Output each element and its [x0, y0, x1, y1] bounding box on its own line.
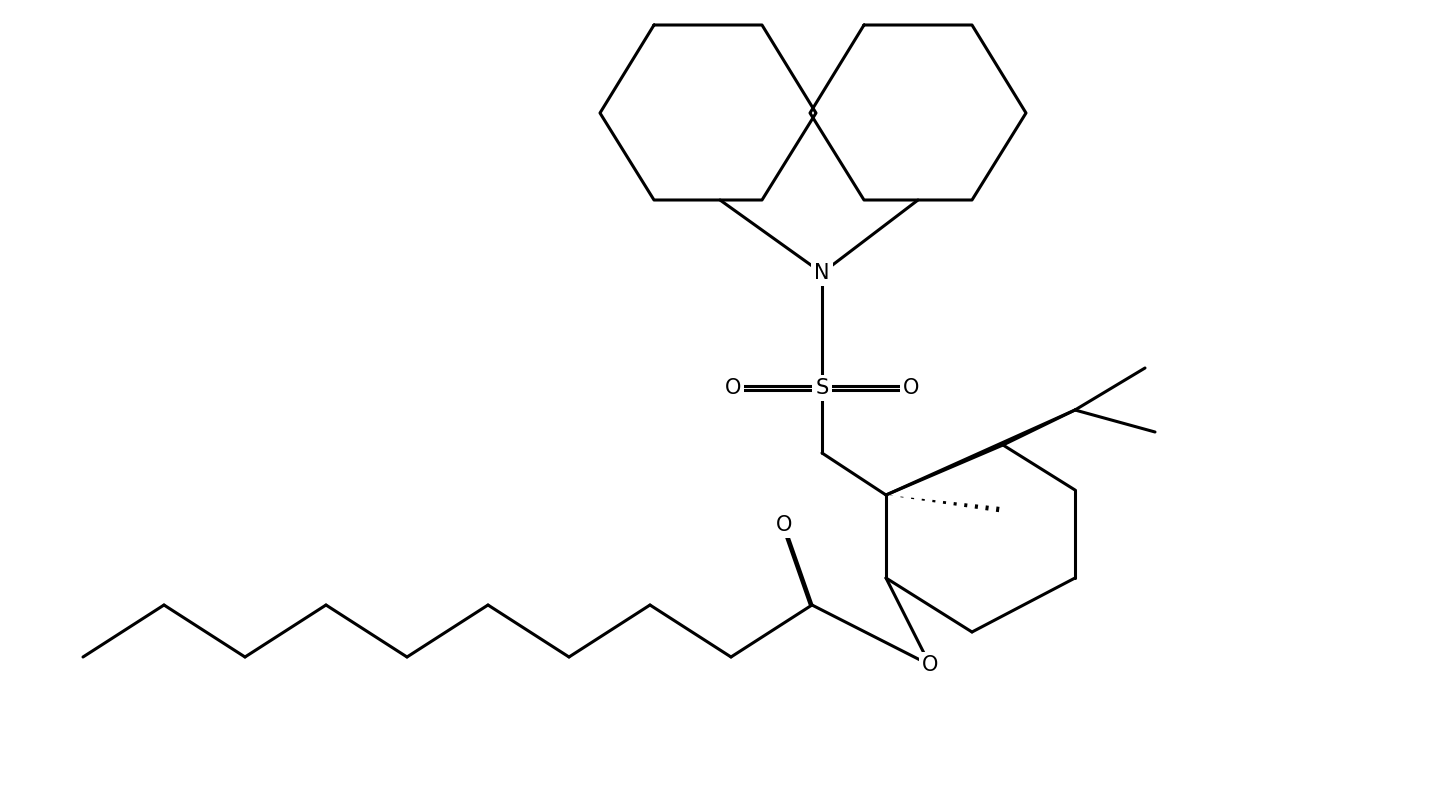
Text: O: O — [903, 378, 919, 398]
Text: N: N — [815, 263, 829, 283]
Text: S: S — [816, 378, 829, 398]
Text: O: O — [775, 515, 793, 535]
Text: O: O — [725, 378, 741, 398]
Text: O: O — [922, 655, 938, 675]
